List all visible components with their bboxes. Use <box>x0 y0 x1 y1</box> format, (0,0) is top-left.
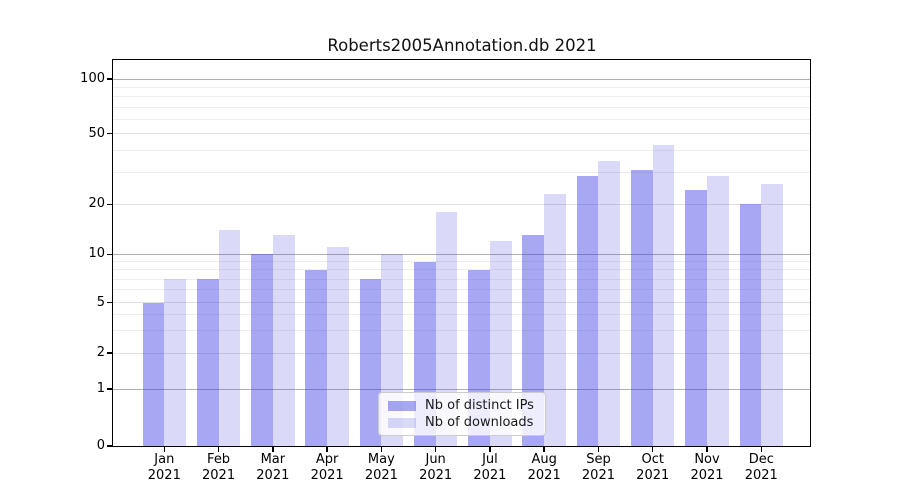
y-tick-mark-20 <box>107 203 112 205</box>
x-tick-label-aug: Aug 2021 <box>527 452 561 483</box>
major-gridline-2 <box>113 352 810 354</box>
x-tick-mark-jan <box>163 447 165 452</box>
legend-label-distinct-ips: Nb of distinct IPs <box>425 398 534 413</box>
x-tick-label-jun: Jun 2021 <box>419 452 453 483</box>
bar-ips-apr <box>305 269 328 446</box>
minor-gridline-90 <box>113 86 810 88</box>
decade-gridline-10 <box>113 253 810 255</box>
minor-gridline-7 <box>113 278 810 280</box>
plot-area <box>113 60 810 446</box>
bar-downloads-aug <box>544 193 566 446</box>
minor-gridline-40 <box>113 150 810 152</box>
x-tick-mark-jun <box>434 447 437 452</box>
y-tick-label-20: 20 <box>88 196 105 212</box>
bar-downloads-jan <box>164 279 186 446</box>
minor-gridline-8 <box>113 269 810 271</box>
y-tick-label-1: 1 <box>96 381 105 396</box>
minor-gridline-60 <box>113 118 810 120</box>
bar-downloads-sep <box>598 161 621 446</box>
y-tick-mark-5 <box>107 301 112 304</box>
minor-gridline-4 <box>113 314 810 316</box>
x-tick-mark-dec <box>760 447 762 452</box>
decade-gridline-1 <box>113 388 810 390</box>
legend-item-downloads: Nb of downloads <box>388 415 536 430</box>
major-gridline-50 <box>113 133 810 134</box>
x-tick-label-jul: Jul 2021 <box>473 452 507 483</box>
minor-gridline-6 <box>113 289 810 291</box>
y-tick-label-10: 10 <box>88 246 105 262</box>
x-tick-mark-jul <box>489 447 491 452</box>
x-tick-label-oct: Oct 2021 <box>636 452 670 483</box>
y-tick-label-0: 0 <box>96 438 105 453</box>
y-tick-label-2: 2 <box>96 345 105 360</box>
major-gridline-20 <box>113 203 810 205</box>
x-tick-mark-may <box>380 447 383 452</box>
y-tick-label-50: 50 <box>88 125 105 141</box>
bar-ips-nov <box>685 190 707 446</box>
x-tick-mark-nov <box>706 447 708 452</box>
bar-downloads-oct <box>652 145 675 446</box>
y-tick-mark-100 <box>107 78 112 80</box>
x-tick-label-dec: Dec 2021 <box>744 452 778 483</box>
x-tick-label-apr: Apr 2021 <box>310 452 344 483</box>
bar-ips-sep <box>576 175 599 446</box>
legend-label-downloads: Nb of downloads <box>425 415 534 430</box>
major-gridline-5 <box>113 302 810 303</box>
x-tick-mark-apr <box>326 447 328 452</box>
x-tick-label-jan: Jan 2021 <box>147 452 181 483</box>
x-tick-label-nov: Nov 2021 <box>690 452 724 483</box>
x-tick-mark-aug <box>543 447 545 452</box>
x-tick-label-mar: Mar 2021 <box>256 452 290 483</box>
y-tick-mark-50 <box>107 132 112 135</box>
y-tick-mark-0 <box>107 445 112 447</box>
y-tick-label-5: 5 <box>96 294 105 310</box>
bar-downloads-feb <box>218 230 241 446</box>
y-tick-mark-1 <box>107 388 112 390</box>
y-tick-label-100: 100 <box>80 71 105 86</box>
decade-gridline-100 <box>113 78 810 80</box>
x-tick-mark-oct <box>652 447 654 452</box>
bar-downloads-apr <box>327 247 349 446</box>
y-tick-mark-10 <box>107 253 112 255</box>
x-tick-mark-sep <box>597 447 600 452</box>
bar-downloads-dec <box>761 184 783 446</box>
y-tick-mark-2 <box>107 352 112 354</box>
bar-ips-may <box>359 279 382 446</box>
minor-gridline-70 <box>113 106 810 108</box>
bar-ips-dec <box>739 204 762 446</box>
legend-swatch-distinct-ips <box>388 400 416 411</box>
x-tick-mark-feb <box>217 447 220 452</box>
minor-gridline-30 <box>113 172 810 174</box>
legend: Nb of distinct IPs Nb of downloads <box>378 392 546 436</box>
minor-gridline-80 <box>113 96 810 98</box>
minor-gridline-9 <box>113 261 810 263</box>
x-tick-mark-mar <box>272 447 274 452</box>
x-tick-label-sep: Sep 2021 <box>581 452 615 483</box>
chart-title: Roberts2005Annotation.db 2021 <box>327 36 597 55</box>
bar-ips-feb <box>196 279 219 446</box>
bar-downloads-jun <box>435 211 458 446</box>
x-tick-label-may: May 2021 <box>364 452 398 483</box>
bar-downloads-mar <box>272 235 295 446</box>
minor-gridline-3 <box>113 330 810 332</box>
legend-item-distinct-ips: Nb of distinct IPs <box>388 398 536 413</box>
bar-downloads-nov <box>707 175 729 446</box>
x-tick-label-feb: Feb 2021 <box>202 452 236 483</box>
bar-ips-mar <box>251 254 273 446</box>
bar-ips-oct <box>631 170 653 446</box>
bar-ips-jan <box>142 302 165 446</box>
legend-swatch-downloads <box>388 417 416 428</box>
